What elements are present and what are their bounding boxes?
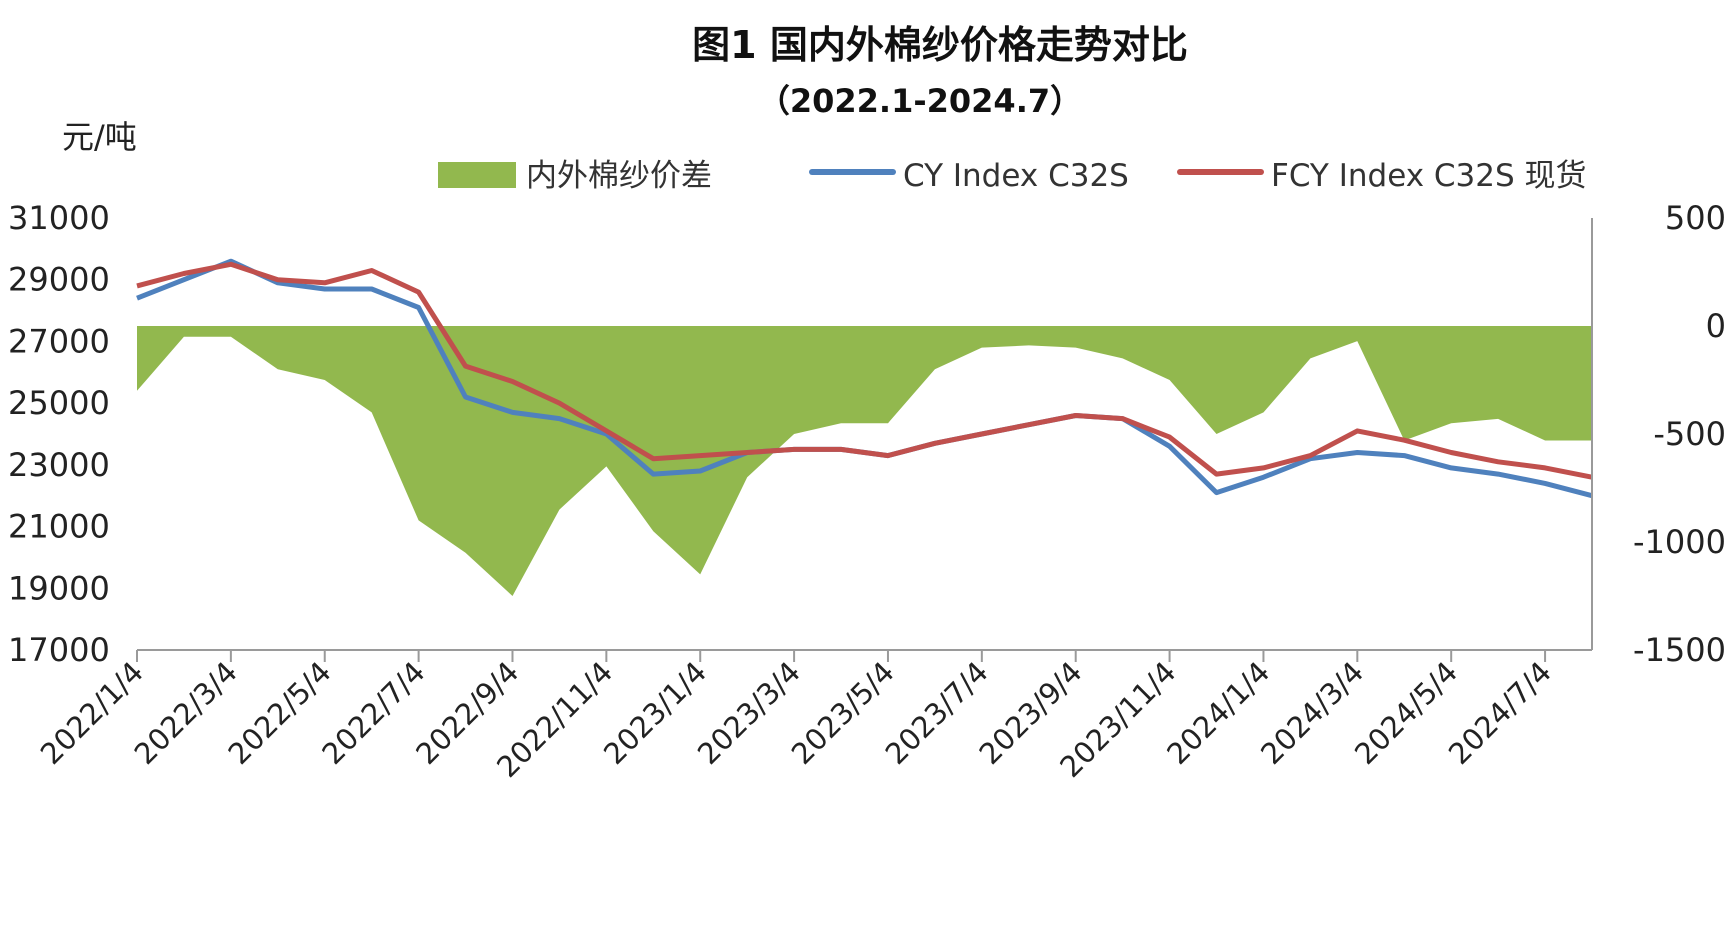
left-y-axis: 31000 29000 27000 25000 23000 21000 19000 17000 <box>8 199 110 669</box>
y2-tick-label: -500 <box>1653 415 1726 453</box>
legend-swatch-spread <box>438 162 516 188</box>
x-tick-label: 2024/1/4 <box>1160 655 1276 771</box>
y-tick-label: 27000 <box>8 322 110 360</box>
x-tick-label: 2022/1/4 <box>34 655 150 771</box>
spread-area <box>137 326 1592 596</box>
y-tick-label: 31000 <box>8 199 110 237</box>
y2-tick-label: -1500 <box>1633 631 1726 669</box>
x-tick-label: 2023/3/4 <box>691 655 807 771</box>
fcy-index-line <box>136 261 1593 480</box>
x-tick-label: 2023/1/4 <box>597 655 713 771</box>
y-tick-label: 23000 <box>8 446 110 484</box>
chart-title: 图1 国内外棉纱价格走势对比 <box>692 23 1188 67</box>
x-tick-label: 2022/7/4 <box>315 655 431 771</box>
plot-area <box>136 258 1593 596</box>
right-y-axis: 500 0 -500 -1000 -1500 <box>1633 199 1726 669</box>
x-tick-label: 2024/5/4 <box>1348 655 1464 771</box>
y-axis-unit-label: 元/吨 <box>62 118 137 156</box>
x-axis: 2022/1/42022/3/42022/5/42022/7/42022/9/4… <box>34 650 1558 784</box>
y-tick-label: 29000 <box>8 261 110 299</box>
chart-subtitle: （2022.1-2024.7） <box>758 82 1082 120</box>
x-tick-label: 2024/7/4 <box>1442 655 1558 771</box>
y-tick-label: 19000 <box>8 569 110 607</box>
legend-label-spread: 内外棉纱价差 <box>526 158 712 194</box>
x-tick-label: 2022/5/4 <box>222 655 338 771</box>
y2-tick-label: 0 <box>1706 307 1726 345</box>
y-tick-label: 21000 <box>8 508 110 546</box>
legend: 内外棉纱价差 CY Index C32S FCY Index C32S 现货 <box>438 158 1587 194</box>
legend-label-cy: CY Index C32S <box>903 158 1129 194</box>
x-tick-label: 2023/5/4 <box>785 655 901 771</box>
y-tick-label: 25000 <box>8 384 110 422</box>
y2-tick-label: -1000 <box>1633 523 1726 561</box>
x-tick-label: 2024/3/4 <box>1254 655 1370 771</box>
legend-label-fcy: FCY Index C32S 现货 <box>1271 158 1587 194</box>
y2-tick-label: 500 <box>1665 199 1726 237</box>
y-tick-label: 17000 <box>8 631 110 669</box>
x-tick-label: 2023/7/4 <box>879 655 995 771</box>
x-tick-label: 2022/3/4 <box>128 655 244 771</box>
